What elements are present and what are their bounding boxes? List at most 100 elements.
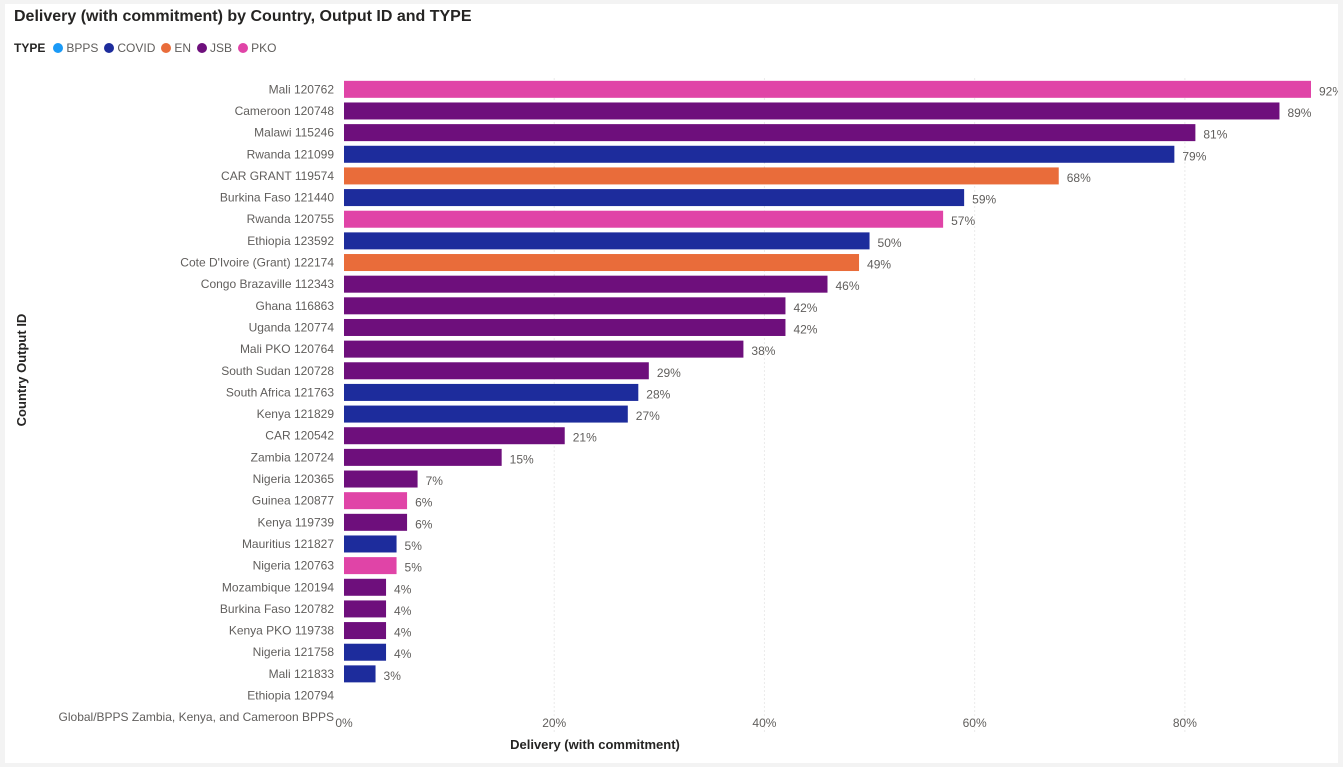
category-label: Mozambique 120194 — [222, 580, 334, 594]
category-label: Mauritius 121827 — [242, 537, 334, 551]
data-label: 6% — [415, 496, 433, 510]
legend-swatch-covid — [104, 43, 115, 53]
category-label: Kenya 121829 — [257, 407, 335, 421]
bar-ethiopia-123592[interactable] — [344, 232, 870, 250]
legend: TYPE BPPS COVID EN JSB PKO — [14, 39, 282, 57]
category-label: Zambia 120724 — [251, 450, 335, 464]
data-label: 4% — [394, 647, 412, 661]
category-label: Ethiopia 120794 — [247, 689, 334, 703]
bar-mauritius-121827[interactable] — [344, 535, 397, 553]
bar-car-120542[interactable] — [344, 427, 565, 445]
category-label: South Africa 121763 — [226, 385, 334, 399]
bar-nigeria-120365[interactable] — [344, 470, 418, 488]
bar-mali-pko-120764[interactable] — [344, 340, 744, 358]
category-label: Burkina Faso 121440 — [220, 191, 334, 205]
legend-title: TYPE — [14, 41, 46, 55]
bar-chart-plot: 0% 20% 40% 60% 80% Mali 120762 92% Cameroon 120… — [14, 78, 1338, 752]
bar-guinea-120877[interactable] — [344, 492, 408, 510]
bar-congo-brazaville-112343[interactable] — [344, 275, 828, 293]
legend-swatch-bpps — [53, 43, 64, 53]
bar-burkina-faso-121440[interactable] — [344, 189, 965, 207]
category-label: Global/BPPS Zambia, Kenya, and Cameroon … — [59, 710, 334, 724]
legend-label-en: EN — [174, 41, 192, 55]
legend-label-jsb: JSB — [210, 41, 233, 55]
category-label: Burkina Faso 120782 — [220, 602, 334, 616]
data-label: 21% — [573, 431, 597, 445]
data-label: 89% — [1287, 106, 1311, 120]
x-tick-label: 0% — [335, 716, 353, 730]
data-label: 6% — [415, 517, 433, 531]
y-axis-title: Country Output ID — [14, 314, 29, 427]
data-label: 28% — [646, 387, 670, 401]
category-label: Cameroon 120748 — [235, 104, 335, 118]
data-label: 92% — [1319, 84, 1338, 98]
x-axis-title: Delivery (with commitment) — [510, 737, 680, 752]
category-label: Rwanda 120755 — [247, 212, 335, 226]
data-label: 4% — [394, 604, 412, 618]
legend-item-covid[interactable]: COVID — [104, 41, 155, 55]
category-label: CAR GRANT 119574 — [221, 169, 334, 183]
data-label: 42% — [793, 301, 817, 315]
bar-kenya-119739[interactable] — [344, 513, 408, 531]
data-label: 59% — [972, 193, 996, 207]
category-label: CAR 120542 — [265, 429, 334, 443]
bar-rwanda-120755[interactable] — [344, 210, 944, 228]
x-tick-label: 80% — [1173, 716, 1197, 730]
bar-malawi-115246[interactable] — [344, 124, 1196, 142]
data-label: 42% — [793, 322, 817, 336]
bar-south-sudan-120728[interactable] — [344, 362, 649, 380]
data-label: 4% — [394, 582, 412, 596]
data-label: 68% — [1067, 171, 1091, 185]
legend-swatch-en — [161, 43, 172, 53]
legend-swatch-pko — [238, 43, 249, 53]
bar-uganda-120774[interactable] — [344, 318, 786, 336]
category-label: Guinea 120877 — [252, 494, 334, 508]
category-label: Kenya 119739 — [257, 515, 334, 529]
bar-nigeria-121758[interactable] — [344, 643, 387, 661]
data-label: 3% — [384, 669, 402, 683]
category-label: Nigeria 120365 — [253, 472, 335, 486]
bar-zambia-120724[interactable] — [344, 448, 502, 466]
bar-rwanda-121099[interactable] — [344, 145, 1175, 163]
legend-item-bpps[interactable]: BPPS — [53, 41, 98, 55]
bar-mali-120762[interactable] — [344, 80, 1311, 98]
bar-cote-d-ivoire-grant-122174[interactable] — [344, 254, 860, 272]
bar-mali-121833[interactable] — [344, 665, 376, 683]
category-label: Uganda 120774 — [249, 320, 335, 334]
category-label: Ethiopia 123592 — [247, 234, 334, 248]
data-label: 29% — [657, 366, 681, 380]
data-label: 57% — [951, 214, 975, 228]
legend-item-jsb[interactable]: JSB — [197, 41, 232, 55]
legend-item-en[interactable]: EN — [161, 41, 191, 55]
legend-item-pko[interactable]: PKO — [238, 41, 276, 55]
bar-mozambique-120194[interactable] — [344, 578, 387, 596]
data-label: 38% — [751, 344, 775, 358]
data-label: 81% — [1203, 128, 1227, 142]
legend-label-pko: PKO — [251, 41, 277, 55]
bars — [344, 80, 1311, 683]
bar-car-grant-119574[interactable] — [344, 167, 1059, 185]
data-label: 5% — [405, 539, 423, 553]
gridlines — [553, 78, 1186, 732]
bar-ghana-116863[interactable] — [344, 297, 786, 315]
category-label: Congo Brazaville 112343 — [201, 277, 335, 291]
category-label: Ghana 116863 — [255, 299, 334, 313]
legend-label-bpps: BPPS — [66, 41, 99, 55]
data-label: 46% — [836, 279, 860, 293]
data-label: 50% — [878, 236, 902, 250]
bar-kenya-pko-119738[interactable] — [344, 622, 387, 640]
data-label: 27% — [636, 409, 660, 423]
data-label: 49% — [867, 258, 891, 272]
bar-nigeria-120763[interactable] — [344, 557, 397, 575]
bar-burkina-faso-120782[interactable] — [344, 600, 387, 618]
legend-swatch-jsb — [197, 43, 208, 53]
x-tick-label: 60% — [963, 716, 987, 730]
data-label: 15% — [510, 452, 534, 466]
category-label: Malawi 115246 — [254, 126, 334, 140]
category-label: Nigeria 120763 — [253, 559, 335, 573]
legend-label-covid: COVID — [117, 41, 156, 55]
bar-cameroon-120748[interactable] — [344, 102, 1280, 120]
labels: 0% 20% 40% 60% 80% Mali 120762 92% Cameroon 120… — [59, 82, 1338, 730]
bar-south-africa-121763[interactable] — [344, 383, 639, 401]
bar-kenya-121829[interactable] — [344, 405, 628, 423]
